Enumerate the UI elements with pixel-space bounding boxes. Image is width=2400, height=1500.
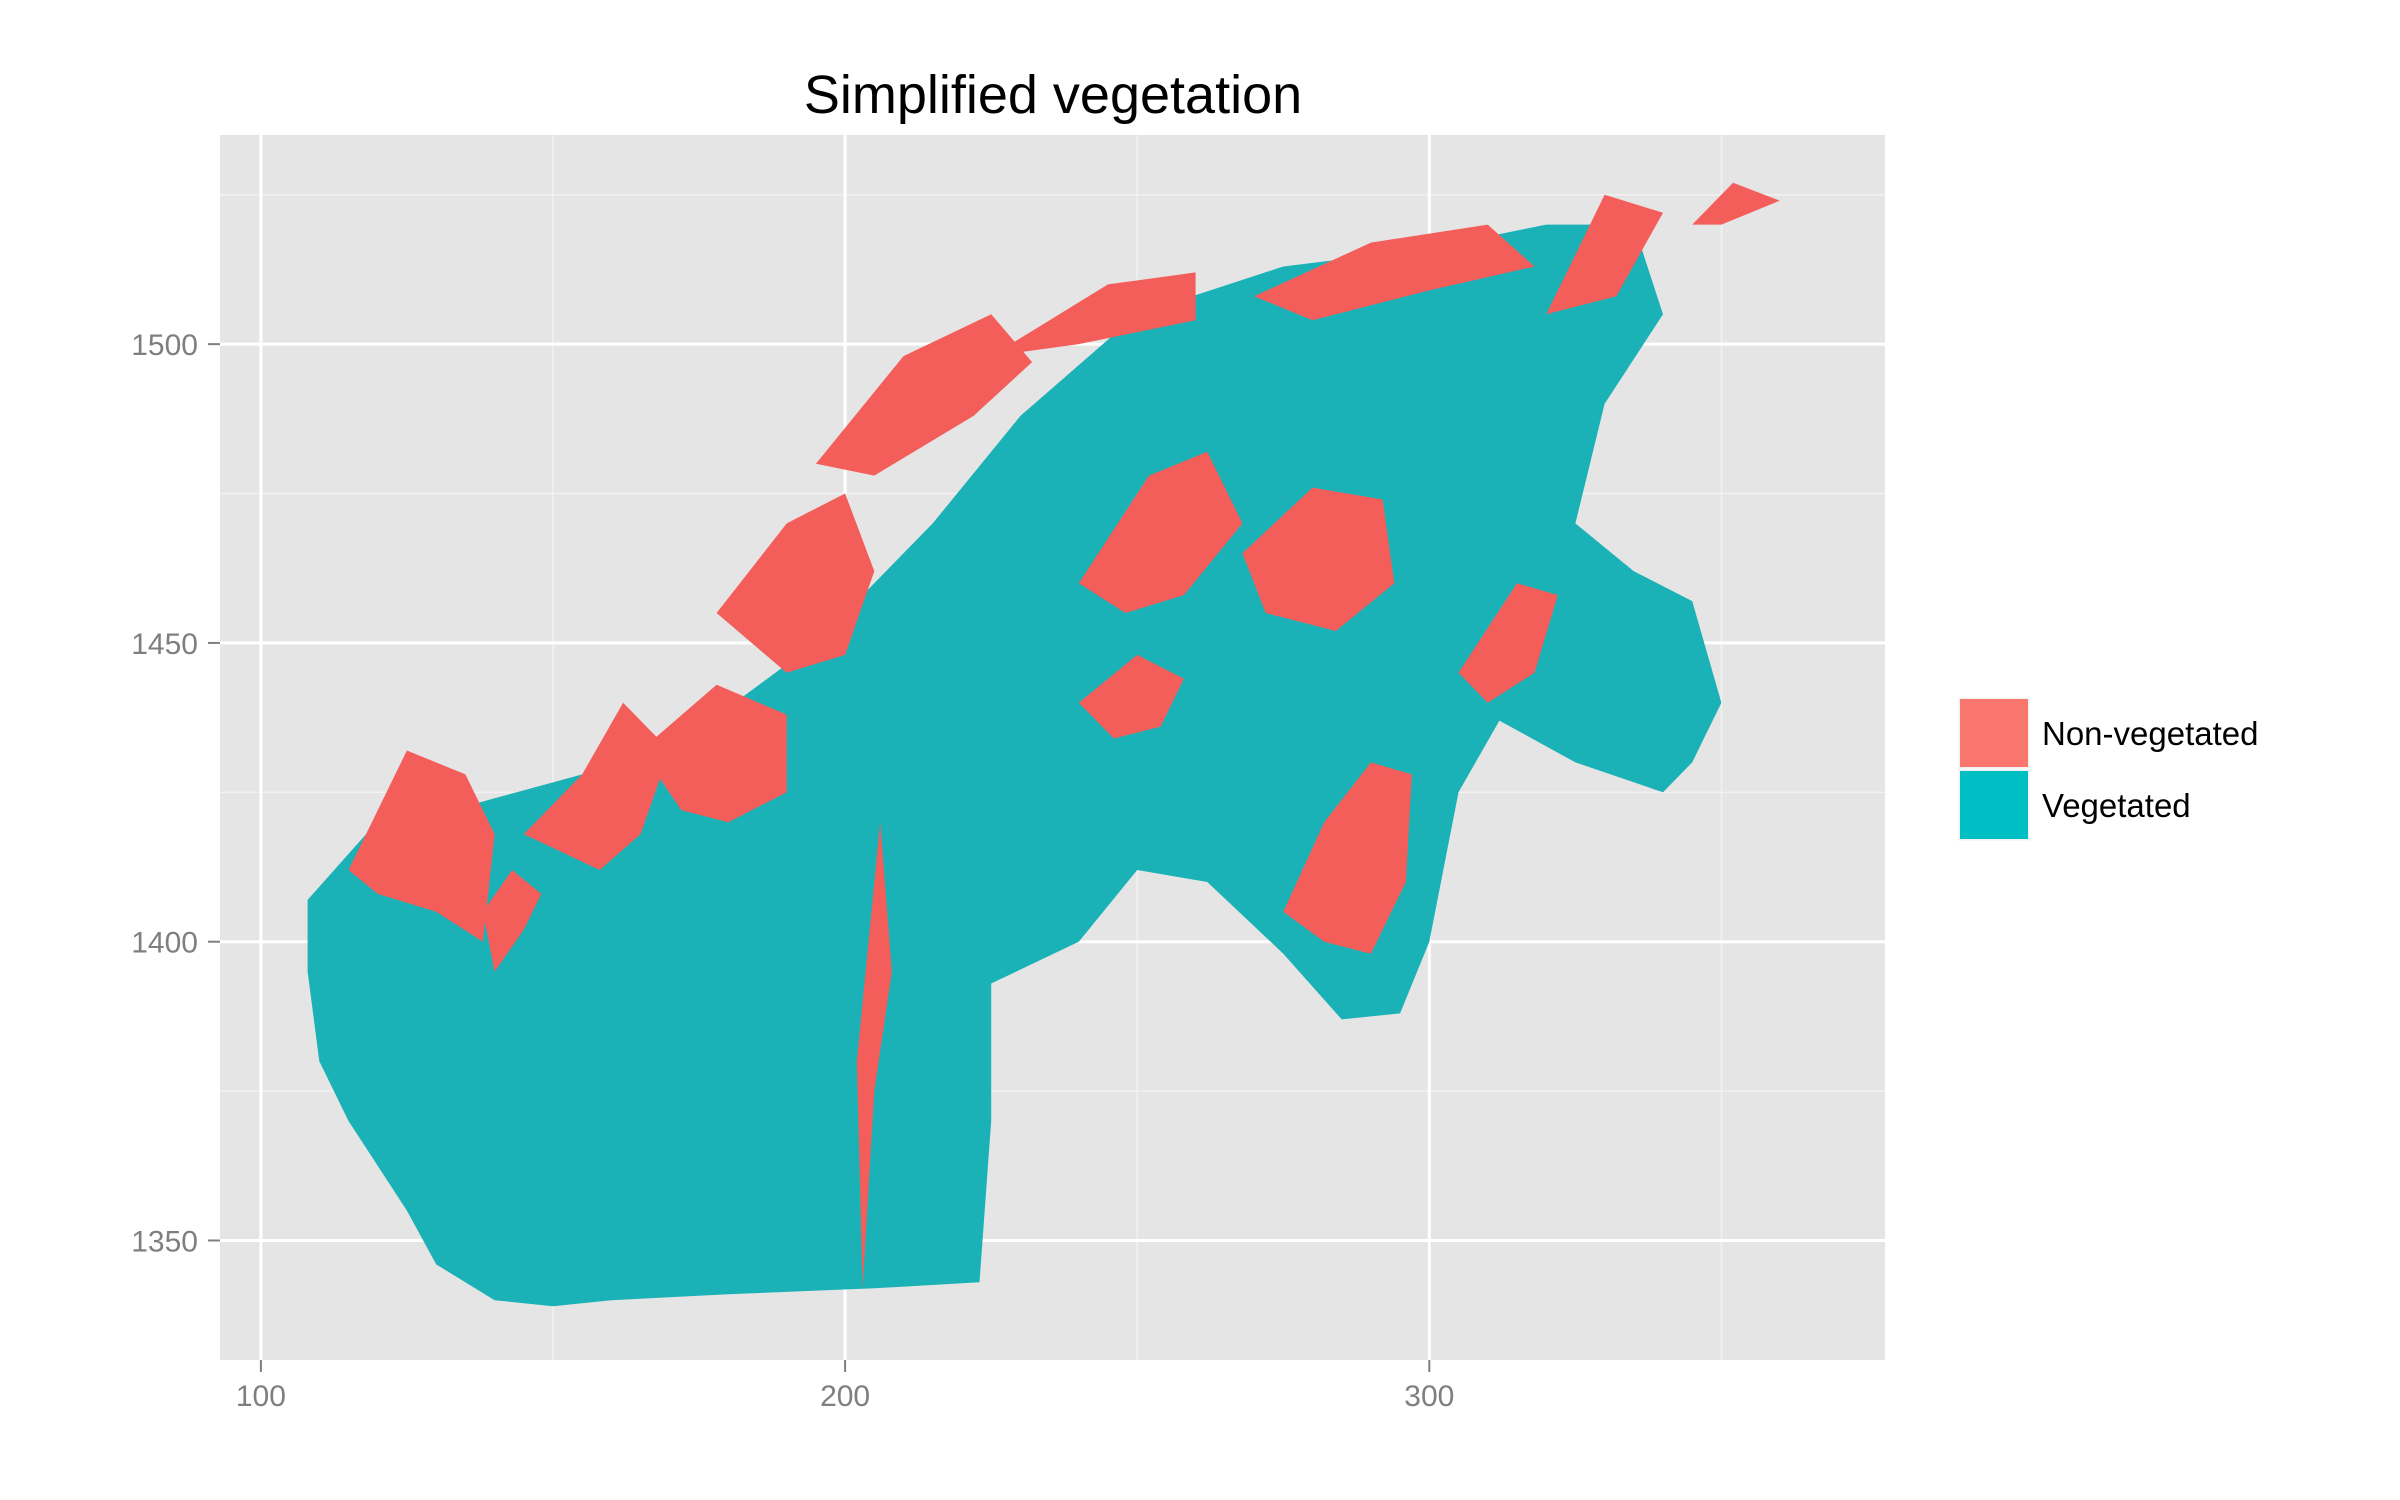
map-region	[856, 822, 892, 1289]
y-tick-label: 1350	[131, 1225, 198, 1258]
axes: 100 200 300 1350 1400 1450 1500	[131, 329, 1454, 1413]
map-region	[307, 224, 1722, 1307]
x-tick-label: 100	[236, 1380, 286, 1413]
map-region	[523, 702, 670, 870]
y-tick-label: 1450	[131, 628, 198, 661]
chart-title: Simplified vegetation	[804, 65, 1302, 125]
map-region	[1078, 451, 1243, 613]
legend-label: Non-vegetated	[2042, 715, 2258, 752]
raster-map	[307, 182, 1780, 1307]
x-tick-label: 200	[820, 1380, 870, 1413]
map-region	[1254, 224, 1535, 321]
series-vegetated	[307, 224, 1722, 1307]
map-region	[482, 870, 542, 972]
map-region	[1546, 194, 1663, 315]
map-region	[991, 272, 1196, 357]
map-region	[1692, 182, 1780, 225]
map-region	[1283, 762, 1412, 954]
map-region	[815, 314, 1033, 476]
x-tick-label: 300	[1404, 1380, 1454, 1413]
map-region	[716, 493, 875, 673]
y-tick-label: 1400	[131, 927, 198, 960]
legend-label: Vegetated	[2042, 787, 2191, 824]
legend-swatch	[1960, 699, 2028, 767]
map-region	[1242, 487, 1395, 631]
y-tick-label: 1500	[131, 329, 198, 362]
map-region	[1458, 583, 1558, 703]
map-region	[1078, 654, 1184, 739]
legend-swatch	[1960, 771, 2028, 839]
map-region	[640, 684, 787, 823]
series-non-vegetated	[348, 182, 1780, 1289]
legend: Non-vegetated Vegetated	[1957, 696, 2258, 842]
map-region	[348, 750, 495, 942]
